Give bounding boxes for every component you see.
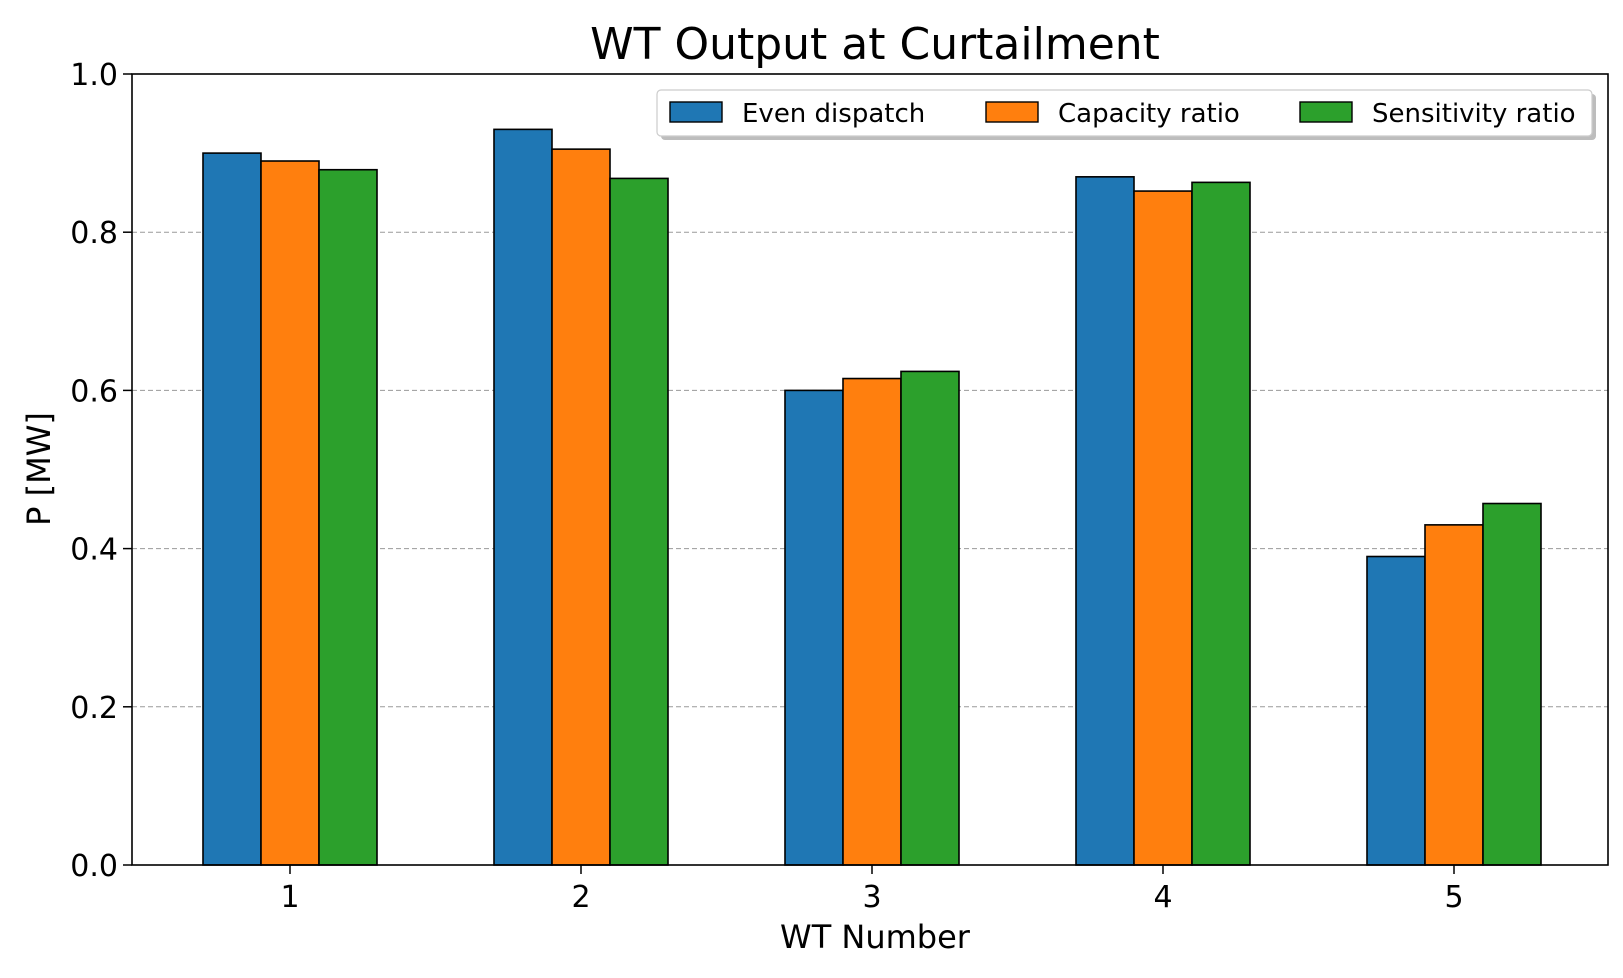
bar-2-3 bbox=[842, 377, 902, 866]
x-tick-label: 5 bbox=[1444, 880, 1463, 915]
legend: Even dispatch Capacity ratio Sensitivity r… bbox=[656, 89, 1596, 140]
y-tick-label: 0.2 bbox=[70, 691, 118, 726]
bar-3-1 bbox=[318, 168, 378, 866]
bar-2-1 bbox=[260, 160, 320, 866]
x-tick-label: 3 bbox=[862, 880, 881, 915]
bar-1-1 bbox=[202, 152, 262, 866]
bar-2-4 bbox=[1133, 190, 1193, 866]
y-tick-label: 0.0 bbox=[70, 849, 118, 884]
y-tick-label: 0.8 bbox=[70, 216, 118, 251]
x-tick-label: 4 bbox=[1153, 880, 1172, 915]
legend-swatch-1 bbox=[669, 101, 723, 123]
legend-swatch-2 bbox=[985, 101, 1039, 123]
bar-1-5 bbox=[1366, 555, 1426, 866]
legend-box bbox=[656, 89, 1593, 137]
x-tick-label: 2 bbox=[571, 880, 590, 915]
x-tick-label: 1 bbox=[280, 880, 299, 915]
legend-label-3: Sensitivity ratio bbox=[1372, 99, 1576, 129]
bar-3-5 bbox=[1482, 502, 1542, 866]
bar-3-2 bbox=[609, 177, 669, 866]
axes: 0.0 0.2 0.4 0.6 0.8 1.0 1 2 3 4 5 bbox=[70, 58, 1609, 915]
chart-title: WT Output at Curtailment bbox=[590, 19, 1160, 70]
bar-2-2 bbox=[551, 148, 611, 866]
y-tick-label: 0.6 bbox=[70, 374, 118, 409]
bar-3-3 bbox=[900, 370, 960, 866]
y-axis-label: P [MW] bbox=[20, 412, 58, 526]
y-tick-label: 1.0 bbox=[70, 58, 118, 93]
y-tick-label: 0.4 bbox=[70, 533, 118, 568]
bar-3-4 bbox=[1191, 181, 1251, 866]
legend-label-2: Capacity ratio bbox=[1058, 99, 1240, 129]
bars bbox=[202, 128, 1542, 866]
plot-frame bbox=[131, 73, 1609, 866]
x-axis-label: WT Number bbox=[780, 918, 971, 956]
bar-1-4 bbox=[1075, 176, 1135, 866]
bar-1-3 bbox=[784, 389, 844, 866]
legend-swatch-3 bbox=[1299, 101, 1353, 123]
legend-label-1: Even dispatch bbox=[742, 99, 925, 129]
bar-2-5 bbox=[1424, 524, 1484, 866]
bar-1-2 bbox=[493, 128, 553, 866]
